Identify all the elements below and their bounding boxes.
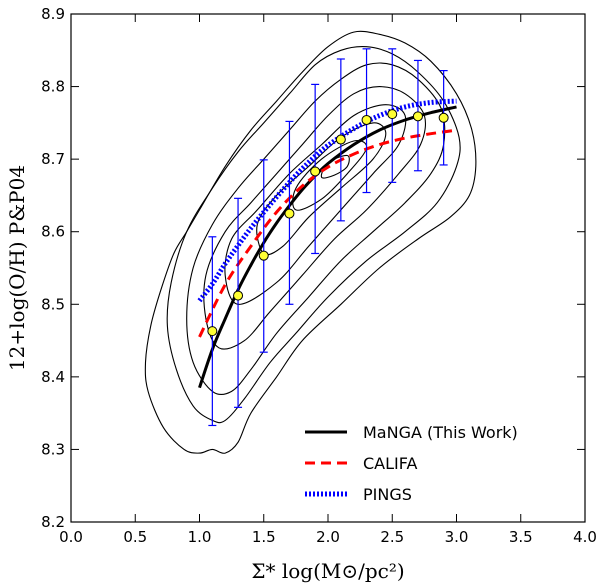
series-line-pings (197, 98, 457, 303)
series-line-califa (198, 128, 457, 338)
density-contour-6 (292, 140, 368, 211)
x-tick-label: 2.5 (380, 528, 404, 546)
y-tick-label: 8.9 (41, 5, 65, 23)
binned-points (207, 48, 449, 427)
legend-label: PINGS (363, 485, 412, 504)
binned-point (258, 250, 269, 261)
binned-point (335, 134, 346, 145)
y-tick-label: 8.8 (41, 78, 65, 96)
y-tick-label: 8.4 (41, 368, 65, 386)
binned-point (233, 290, 244, 301)
binned-point (438, 112, 449, 123)
axis-ticks: 0.0 0.5 1.0 1.5 2.0 2.5 3.0 3.5 4.0 8.2 8.3 8.4 8.5 8… (41, 5, 597, 546)
density-contours (144, 30, 477, 454)
binned-point (310, 166, 321, 177)
binned-point (207, 326, 218, 337)
x-tick-label: 0.0 (59, 528, 83, 546)
y-tick-label: 8.2 (41, 513, 65, 531)
y-tick-label: 8.6 (41, 223, 65, 241)
x-axis-label: Σ* log(M⊙/pc²) (251, 559, 404, 583)
density-contour-2 (186, 62, 446, 396)
legend-label: CALIFA (363, 454, 417, 473)
y-tick-label: 8.5 (41, 295, 65, 313)
x-tick-label: 3.0 (445, 528, 469, 546)
x-tick-label: 1.5 (252, 528, 276, 546)
y-tick-label: 8.3 (41, 440, 65, 458)
density-contour-5 (256, 122, 387, 256)
x-tick-label: 0.5 (123, 528, 147, 546)
legend: MaNGA (This Work) CALIFA PINGS (305, 423, 518, 504)
y-axis-label: 12+log(O/H) P&P04 (5, 165, 29, 371)
binned-point (284, 208, 295, 219)
y-tick-label: 8.7 (41, 150, 65, 168)
x-tick-label: 1.0 (188, 528, 212, 546)
legend-label: MaNGA (This Work) (363, 423, 518, 442)
x-tick-label: 2.0 (316, 528, 340, 546)
density-contour-0 (144, 30, 477, 454)
binned-point (412, 111, 423, 122)
binned-point (361, 114, 372, 125)
x-tick-label: 4.0 (573, 528, 597, 546)
x-tick-label: 3.5 (509, 528, 533, 546)
binned-point (387, 109, 398, 120)
